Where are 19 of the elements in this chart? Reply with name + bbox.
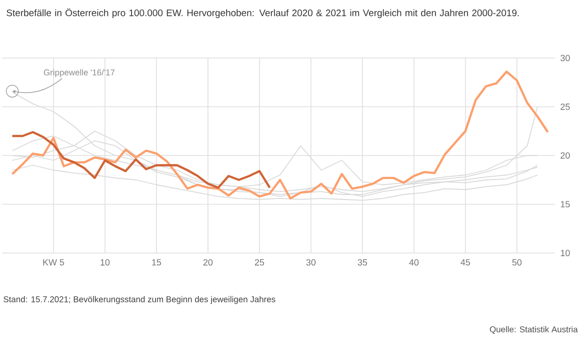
y-tick-label: 15 [560, 201, 570, 208]
source-note: Quelle: Statistik Austria [490, 326, 578, 334]
y-tick-label: 10 [560, 250, 570, 256]
x-tick-label: 30 [306, 259, 316, 266]
x-tick-label: 40 [409, 259, 419, 266]
x-tick-label: 50 [512, 259, 522, 266]
y-tick-label: 20 [560, 152, 570, 159]
x-tick-label: 10 [100, 259, 110, 266]
x-tick-label: 35 [358, 259, 368, 266]
x-tick-label: 15 [152, 259, 162, 266]
x-tick-label: 25 [254, 259, 264, 266]
x-tick-label: KW 5 [43, 259, 64, 266]
chart-title: Sterbefälle in Österreich pro 100.000 EW. Hervorgehoben: Verlauf 2020 & 2021 im Vergleich mit den Jahren 2000-2019. [6, 8, 519, 18]
annotation: Grippewelle '16/'17 [44, 69, 115, 78]
text: Stand: 15.7.2021; Bevölkerungsstand zum Beginn des jeweiligen Jahres [4, 296, 276, 304]
y-tick-label: 30 [560, 54, 570, 62]
x-tick-label: 20 [203, 259, 213, 266]
y-tick-label: 25 [560, 104, 570, 110]
x-tick-label: 45 [460, 259, 470, 266]
